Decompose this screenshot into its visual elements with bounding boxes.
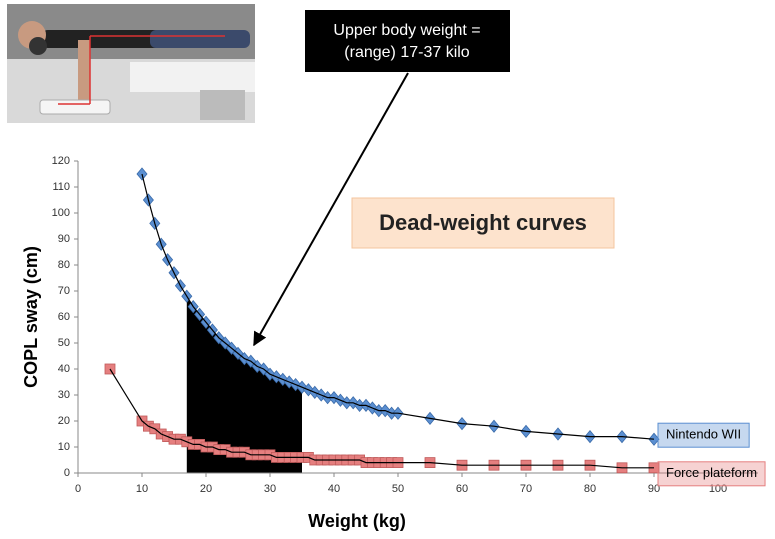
x-tick-label: 0 bbox=[75, 483, 81, 495]
x-tick-label: 40 bbox=[328, 483, 340, 495]
y-tick-label: 100 bbox=[52, 207, 70, 219]
y-tick-label: 40 bbox=[58, 363, 70, 375]
y-tick-label: 10 bbox=[58, 441, 70, 453]
chart-title: Dead-weight curves bbox=[379, 210, 587, 235]
x-tick-label: 50 bbox=[392, 483, 404, 495]
y-tick-label: 110 bbox=[52, 181, 70, 193]
x-tick-label: 60 bbox=[456, 483, 468, 495]
x-tick-label: 10 bbox=[136, 483, 148, 495]
y-tick-label: 20 bbox=[58, 415, 70, 427]
legend-label: Force plateform bbox=[666, 465, 757, 480]
y-tick-label: 30 bbox=[58, 389, 70, 401]
y-axis-label: COPL sway (cm) bbox=[21, 246, 41, 388]
y-tick-label: 80 bbox=[58, 259, 70, 271]
x-tick-label: 20 bbox=[200, 483, 212, 495]
y-tick-label: 90 bbox=[58, 233, 70, 245]
y-tick-label: 120 bbox=[52, 155, 70, 167]
legend-label: Nintendo WII bbox=[666, 427, 741, 442]
legend-item: Nintendo WII bbox=[658, 423, 749, 447]
x-tick-label: 70 bbox=[520, 483, 532, 495]
x-axis-label: Weight (kg) bbox=[308, 511, 406, 531]
y-tick-label: 0 bbox=[64, 467, 70, 479]
legend-item: Force plateform bbox=[658, 462, 765, 486]
chart: Upper body weight = (range) 17-37 kilo D… bbox=[0, 0, 775, 539]
y-tick-label: 50 bbox=[58, 337, 70, 349]
callout-text: Upper body weight = bbox=[333, 22, 480, 39]
y-tick-label: 60 bbox=[58, 311, 70, 323]
photo bbox=[7, 4, 255, 123]
callout-text: (range) 17-37 kilo bbox=[344, 44, 470, 61]
x-tick-label: 30 bbox=[264, 483, 276, 495]
callout-box bbox=[305, 10, 510, 72]
y-tick-label: 70 bbox=[58, 285, 70, 297]
x-tick-label: 80 bbox=[584, 483, 596, 495]
